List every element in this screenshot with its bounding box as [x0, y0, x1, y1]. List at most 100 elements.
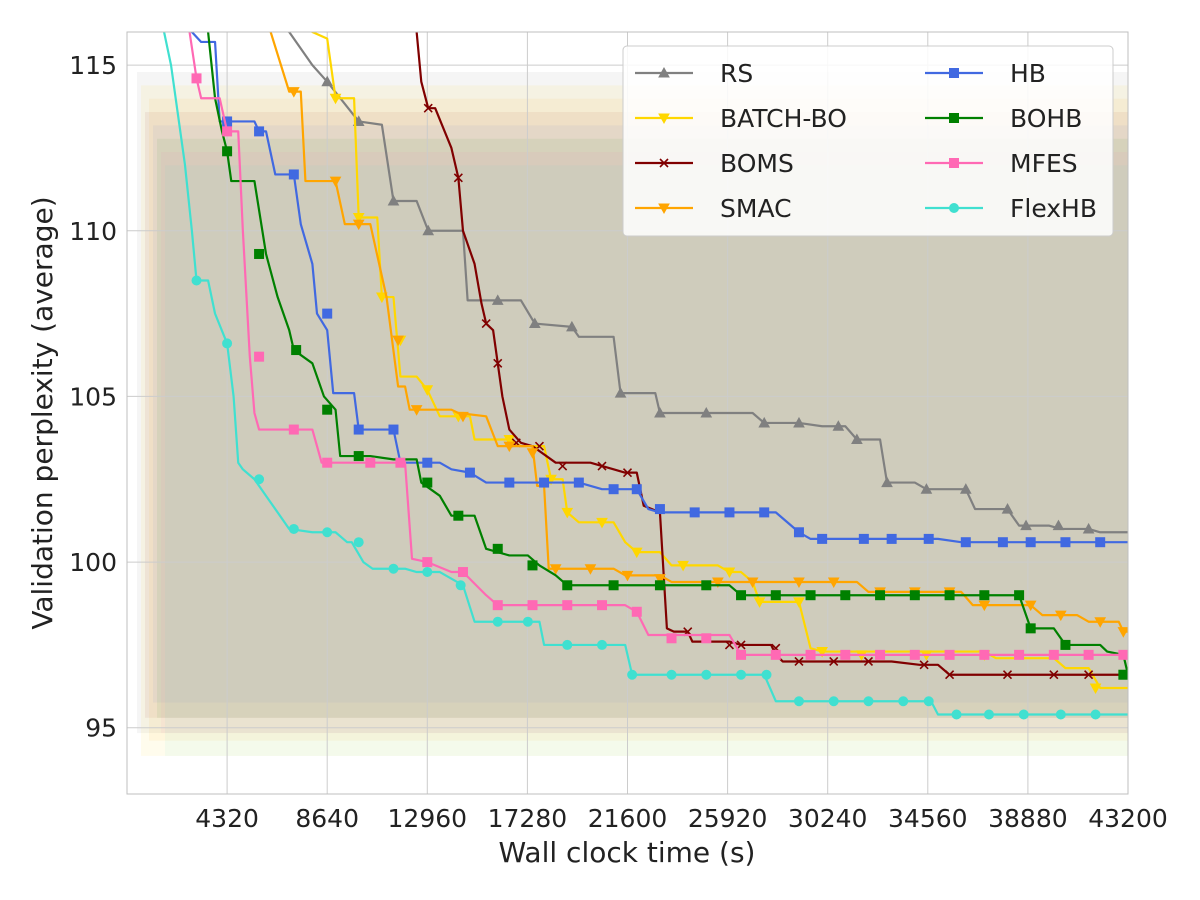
data-point: [700, 406, 713, 418]
series-flexhb: [162, 32, 1128, 720]
data-point: [492, 616, 503, 627]
data-point: [388, 424, 399, 435]
data-point: [701, 580, 712, 591]
data-point: [1089, 683, 1102, 695]
data-point: [549, 564, 562, 575]
legend-item: HB: [925, 59, 1046, 88]
x-tick-label: 8640: [295, 804, 359, 833]
data-point: [666, 669, 677, 680]
data-point: [631, 484, 642, 495]
x-tick-label: 4320: [195, 804, 259, 833]
data-point: [423, 103, 433, 113]
y-tick-label: 115: [69, 51, 117, 80]
data-point: [1060, 537, 1071, 548]
data-point: [840, 649, 851, 660]
data-point: [949, 113, 959, 123]
data-point: [392, 335, 404, 347]
y-tick-label: 100: [69, 548, 117, 577]
data-point: [455, 580, 466, 591]
data-point: [863, 656, 874, 667]
data-point: [566, 320, 578, 332]
plot-border: [126, 31, 1129, 795]
x-tick-label: 30240: [788, 804, 868, 833]
data-point: [736, 590, 747, 601]
data-point: [1024, 600, 1037, 612]
data-point: [712, 577, 724, 588]
data-point: [329, 93, 342, 105]
data-point: [562, 580, 573, 591]
data-point: [875, 649, 886, 660]
x-axis-label: Wall clock time (s): [499, 836, 756, 869]
data-point: [770, 649, 781, 660]
y-axis-label: Validation perplexity (average): [26, 196, 59, 629]
data-point: [1014, 590, 1025, 601]
data-point: [288, 169, 299, 180]
legend-item: FlexHB: [925, 194, 1097, 223]
data-point: [329, 176, 342, 188]
data-point: [387, 194, 400, 206]
data-point: [1048, 649, 1059, 660]
data-point: [658, 203, 670, 215]
data-point: [491, 294, 504, 305]
data-point: [395, 457, 406, 468]
data-point: [1060, 639, 1071, 650]
y-tick-label: 105: [69, 382, 117, 411]
data-point: [793, 577, 805, 588]
data-point: [654, 406, 666, 418]
data-point: [421, 385, 434, 396]
data-point: [457, 411, 469, 423]
data-point: [793, 696, 804, 707]
data-point: [503, 441, 516, 453]
data-point: [909, 649, 920, 660]
confidence-band: [161, 152, 1128, 734]
data-point: [689, 507, 700, 518]
data-point: [724, 640, 735, 650]
data-point: [608, 580, 619, 591]
data-point: [365, 457, 376, 468]
legend: RS BATCH-BO BOMS SMAC HB BOHB MFES FlexHB: [622, 45, 1114, 237]
data-point: [493, 358, 503, 368]
y-tick-label: 95: [85, 714, 117, 743]
data-point: [658, 113, 670, 125]
data-point: [654, 580, 665, 591]
data-point: [1082, 522, 1095, 534]
data-point: [840, 590, 851, 601]
data-point: [222, 116, 233, 127]
data-point: [562, 600, 573, 611]
data-point: [1025, 623, 1036, 634]
series-line: [162, 32, 1128, 716]
data-point: [522, 616, 533, 627]
data-point: [805, 649, 816, 660]
series-rs: [286, 32, 1128, 534]
data-point: [321, 75, 334, 87]
data-point: [352, 219, 365, 231]
data-point: [753, 597, 766, 608]
data-point: [527, 600, 538, 611]
data-point: [597, 600, 608, 611]
x-tick-label: 25920: [688, 804, 768, 833]
data-point: [376, 292, 388, 304]
data-point: [191, 275, 202, 286]
data-point: [492, 600, 503, 611]
data-point: [1018, 709, 1029, 720]
legend-item: RS: [635, 59, 753, 88]
series-layer: [162, 32, 1128, 720]
data-point: [978, 600, 991, 612]
series-mfes: [188, 32, 1128, 660]
data-point: [923, 533, 934, 544]
data-point: [597, 461, 607, 471]
data-point: [1002, 670, 1013, 680]
data-point: [828, 696, 839, 707]
data-point: [832, 420, 845, 431]
data-point: [1054, 610, 1067, 622]
data-point: [659, 158, 669, 168]
data-point: [1118, 649, 1128, 660]
data-point: [759, 507, 770, 518]
data-point: [858, 533, 869, 544]
data-point: [322, 404, 333, 415]
data-point: [654, 574, 666, 585]
legend-label: BATCH-BO: [720, 104, 847, 133]
x-tick-label: 43200: [1088, 804, 1168, 833]
data-point: [723, 567, 736, 579]
data-point: [701, 669, 712, 680]
